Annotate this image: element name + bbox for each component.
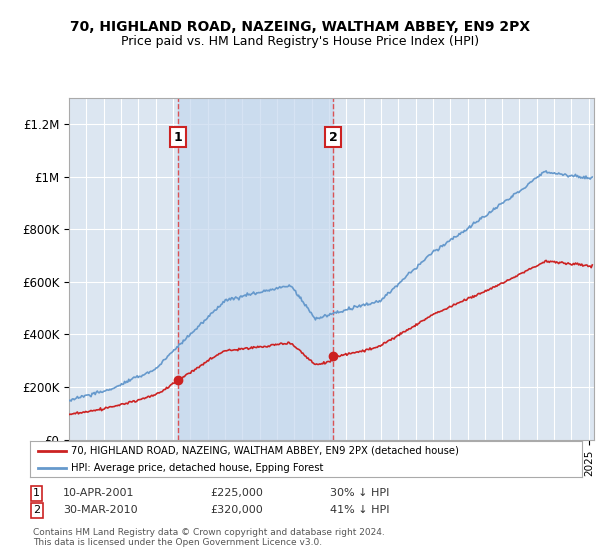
Text: 41% ↓ HPI: 41% ↓ HPI [330,505,389,515]
Text: 2: 2 [329,131,337,144]
Text: 2: 2 [33,505,40,515]
Bar [178,98,333,440]
Text: £225,000: £225,000 [210,488,263,498]
Text: HPI: Average price, detached house, Epping Forest: HPI: Average price, detached house, Eppi… [71,463,324,473]
Text: 1: 1 [173,131,182,144]
Text: 10-APR-2001: 10-APR-2001 [63,488,134,498]
Text: £320,000: £320,000 [210,505,263,515]
Text: 30% ↓ HPI: 30% ↓ HPI [330,488,389,498]
Text: 70, HIGHLAND ROAD, NAZEING, WALTHAM ABBEY, EN9 2PX (detached house): 70, HIGHLAND ROAD, NAZEING, WALTHAM ABBE… [71,446,459,456]
Text: 30-MAR-2010: 30-MAR-2010 [63,505,137,515]
Text: 1: 1 [33,488,40,498]
Text: 70, HIGHLAND ROAD, NAZEING, WALTHAM ABBEY, EN9 2PX: 70, HIGHLAND ROAD, NAZEING, WALTHAM ABBE… [70,20,530,34]
Text: Price paid vs. HM Land Registry's House Price Index (HPI): Price paid vs. HM Land Registry's House … [121,35,479,48]
Text: Contains HM Land Registry data © Crown copyright and database right 2024.
This d: Contains HM Land Registry data © Crown c… [33,528,385,547]
